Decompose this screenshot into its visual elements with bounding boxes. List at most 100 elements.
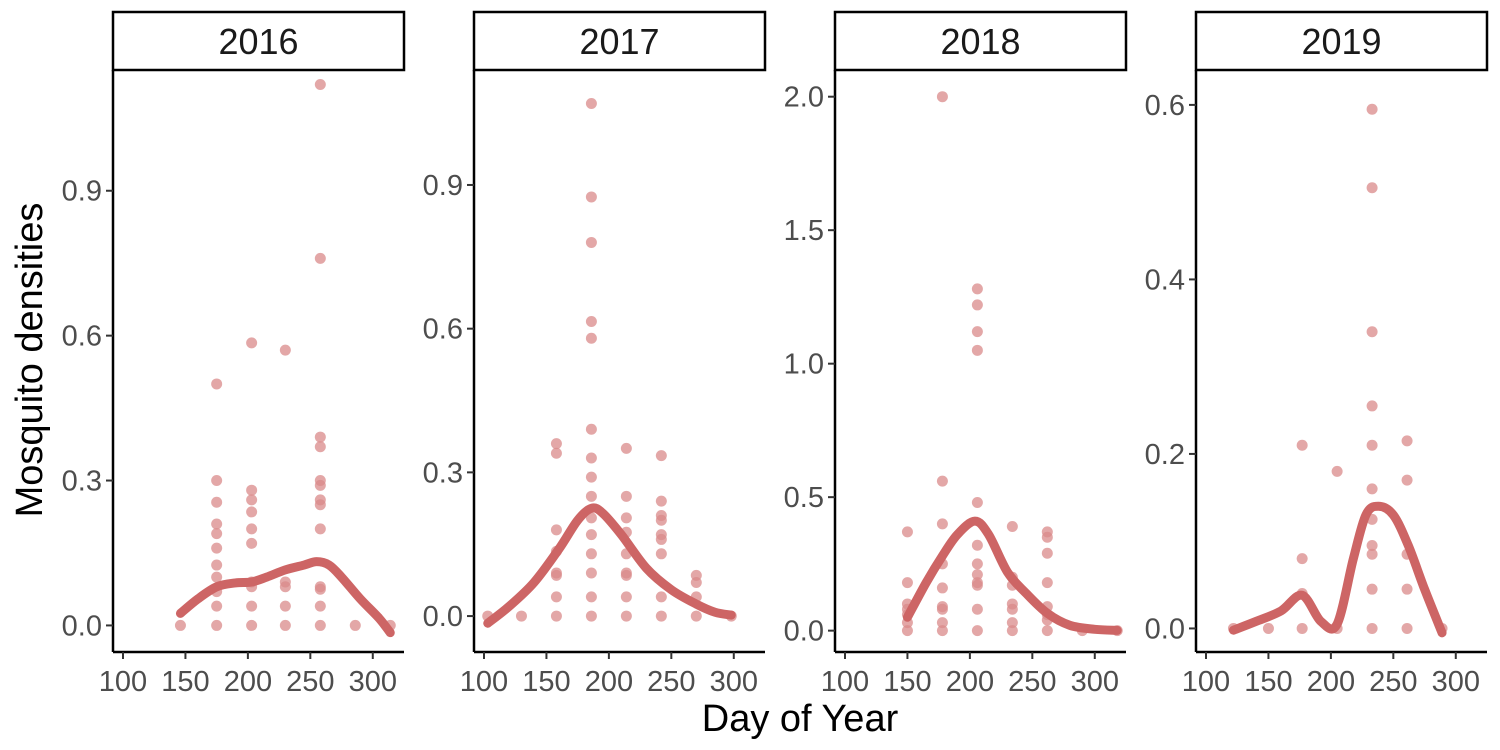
data-point <box>1331 465 1343 477</box>
data-point <box>620 591 632 603</box>
x-tick-label: 250 <box>286 666 334 698</box>
data-point <box>585 471 597 483</box>
y-tick-label: 0.0 <box>784 616 824 648</box>
scatter-points <box>482 98 737 622</box>
data-point <box>246 494 258 506</box>
data-point <box>246 484 258 496</box>
data-point <box>314 619 326 631</box>
data-point <box>1366 400 1378 412</box>
data-point <box>211 475 223 487</box>
facet-strip-label: 2017 <box>579 21 659 62</box>
data-point <box>901 625 913 637</box>
facet-strip <box>833 10 1128 72</box>
data-point <box>585 548 597 560</box>
data-point <box>1366 182 1378 194</box>
data-point <box>314 78 326 90</box>
data-point <box>585 452 597 464</box>
y-tick-label: 1.0 <box>784 349 824 381</box>
data-point <box>211 600 223 612</box>
x-tick-label: 200 <box>224 666 272 698</box>
data-point <box>585 98 597 110</box>
data-point <box>246 537 258 549</box>
data-point <box>1041 547 1053 559</box>
x-tick-label: 300 <box>1071 666 1119 698</box>
data-point <box>1006 625 1018 637</box>
data-point <box>550 524 562 536</box>
data-point <box>620 610 632 622</box>
data-point <box>211 518 223 530</box>
data-point <box>314 523 326 535</box>
data-point <box>314 252 326 264</box>
x-tick-label: 250 <box>1369 666 1417 698</box>
data-point <box>1366 326 1378 338</box>
data-point <box>246 506 258 518</box>
y-tick-label: 0.9 <box>62 176 102 208</box>
data-point <box>971 558 983 570</box>
x-axis-title: Day of Year <box>702 698 899 740</box>
data-point <box>550 567 562 579</box>
data-point <box>1366 540 1378 552</box>
x-tick-label: 300 <box>1432 666 1480 698</box>
x-tick-label: 300 <box>349 666 397 698</box>
x-tick-label: 250 <box>1008 666 1056 698</box>
data-point <box>1041 526 1053 538</box>
data-point <box>1006 521 1018 533</box>
data-point <box>971 577 983 589</box>
y-tick-label: 0.0 <box>1145 613 1185 645</box>
data-point <box>971 283 983 295</box>
data-point <box>279 619 291 631</box>
data-point <box>585 332 597 344</box>
data-point <box>1041 577 1053 589</box>
facet-strip-label: 2018 <box>940 21 1020 62</box>
data-point <box>1296 553 1308 565</box>
data-point <box>585 591 597 603</box>
data-point <box>246 600 258 612</box>
data-point <box>901 577 913 589</box>
data-point <box>550 591 562 603</box>
data-point <box>1401 583 1413 595</box>
data-point <box>1041 625 1053 637</box>
data-point <box>246 523 258 535</box>
data-point <box>211 528 223 540</box>
data-point <box>585 490 597 502</box>
y-tick-label: 0.0 <box>423 601 463 633</box>
x-tick-label: 150 <box>1244 666 1292 698</box>
facet-strip <box>111 10 406 72</box>
data-point <box>620 490 632 502</box>
y-tick-label: 0.0 <box>62 610 102 642</box>
data-point <box>515 610 527 622</box>
scatter-points <box>174 78 396 631</box>
x-tick-label: 150 <box>161 666 209 698</box>
x-tick-label: 150 <box>883 666 931 698</box>
y-tick-label: 0.9 <box>423 170 463 202</box>
facet-strip-label: 2016 <box>218 21 298 62</box>
data-point <box>620 567 632 579</box>
y-tick-label: 0.6 <box>423 314 463 346</box>
data-point <box>550 610 562 622</box>
x-tick-label: 100 <box>99 666 147 698</box>
smooth-trend-line <box>483 503 736 628</box>
y-axis-title: Mosquito densities <box>9 203 51 518</box>
data-point <box>901 526 913 538</box>
x-tick-label: 150 <box>522 666 570 698</box>
data-point <box>971 569 983 581</box>
data-point <box>246 619 258 631</box>
data-point <box>971 299 983 311</box>
y-tick-label: 0.6 <box>62 321 102 353</box>
data-point <box>1006 598 1018 610</box>
data-point <box>585 236 597 248</box>
data-point <box>936 518 948 530</box>
data-point <box>211 619 223 631</box>
data-point <box>211 571 223 583</box>
facet-panel-2018: 2018 0.0 0.5 1.0 1.5 2.0 100 150 200 250 300 <box>784 10 1128 698</box>
facet-strip-label: 2019 <box>1301 21 1381 62</box>
data-point <box>211 378 223 390</box>
data-point <box>936 617 948 629</box>
facet-panel-2017: 2017 0.0 0.3 0.6 0.9 100 150 200 250 300 <box>423 10 767 698</box>
data-point <box>971 539 983 551</box>
data-point <box>550 447 562 459</box>
data-point <box>174 619 186 631</box>
data-point <box>936 475 948 487</box>
data-point <box>585 529 597 541</box>
